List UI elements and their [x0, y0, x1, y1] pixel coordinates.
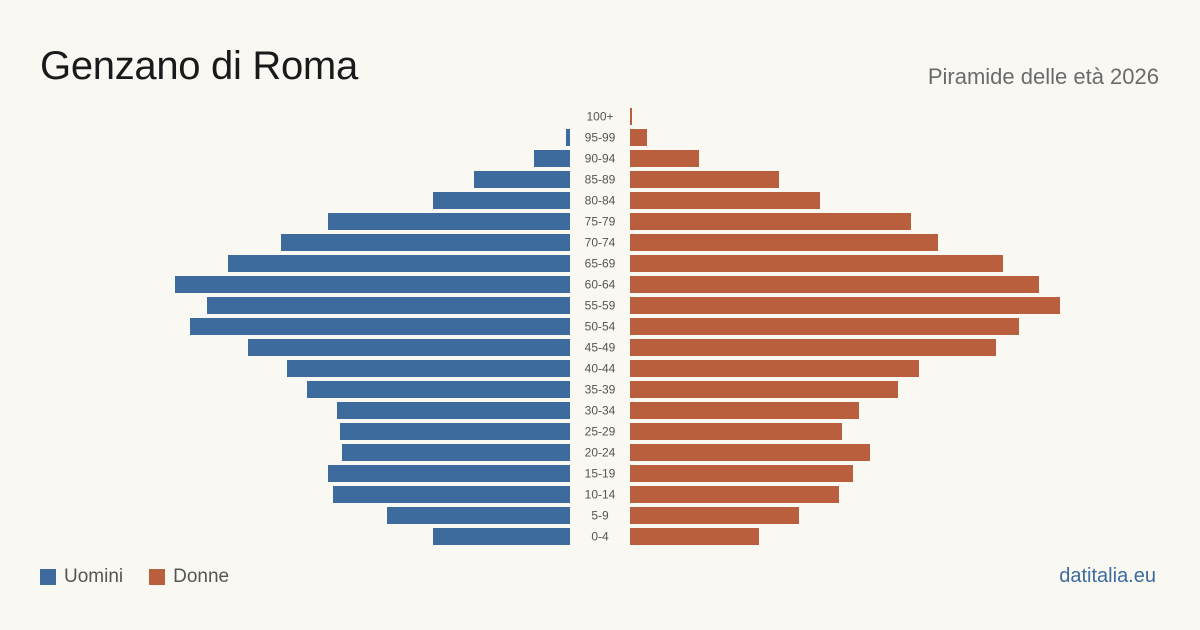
bar-men-80-84	[433, 192, 570, 209]
bar-women-25-29	[630, 423, 842, 440]
bar-women-80-84	[630, 192, 820, 209]
age-label-20-24: 20-24	[585, 446, 616, 460]
bar-women-0-4	[630, 528, 759, 545]
age-label-30-34: 30-34	[585, 404, 616, 418]
women-bars-group	[630, 108, 1060, 545]
legend-item-women: Donne	[149, 566, 229, 588]
bar-men-65-69	[228, 255, 570, 272]
bar-men-45-49	[248, 339, 570, 356]
bar-women-90-94	[630, 150, 699, 167]
bar-women-65-69	[630, 255, 1003, 272]
legend-swatch-women	[149, 569, 166, 585]
bar-men-15-19	[328, 465, 570, 482]
bar-women-95-99	[630, 129, 647, 146]
age-label-95-99: 95-99	[585, 131, 616, 145]
bar-women-35-39	[630, 381, 898, 398]
legend-item-men: Uomini	[40, 566, 123, 588]
age-label-25-29: 25-29	[585, 425, 616, 439]
age-label-15-19: 15-19	[585, 467, 616, 481]
bar-men-95-99	[566, 129, 570, 146]
bar-women-75-79	[630, 213, 911, 230]
bar-women-15-19	[630, 465, 853, 482]
bar-men-35-39	[307, 381, 570, 398]
bar-men-30-34	[337, 402, 570, 419]
bar-men-50-54	[190, 318, 570, 335]
bar-men-90-94	[534, 150, 570, 167]
age-label-80-84: 80-84	[585, 194, 616, 208]
age-label-65-69: 65-69	[585, 257, 616, 271]
bar-women-20-24	[630, 444, 870, 461]
age-labels-group: 100+ 95-99 90-94 85-89 80-84 75-79 70-74 65-69 6…	[585, 110, 616, 544]
bar-men-10-14	[333, 486, 570, 503]
age-label-45-49: 45-49	[585, 341, 616, 355]
bar-women-100plus	[630, 108, 632, 125]
legend: Uomini Donne	[40, 566, 255, 588]
bar-men-0-4	[433, 528, 570, 545]
age-label-90-94: 90-94	[585, 152, 616, 166]
bar-women-45-49	[630, 339, 996, 356]
men-bars-group	[175, 129, 570, 545]
age-label-40-44: 40-44	[585, 362, 616, 376]
brand-link[interactable]: datitalia.eu	[1059, 565, 1156, 587]
age-label-60-64: 60-64	[585, 278, 616, 292]
bar-men-40-44	[287, 360, 570, 377]
age-label-100plus: 100+	[586, 110, 613, 124]
age-label-5-9: 5-9	[591, 509, 609, 523]
age-label-55-59: 55-59	[585, 299, 616, 313]
age-label-0-4: 0-4	[591, 530, 609, 544]
legend-swatch-men	[40, 569, 56, 585]
bar-women-70-74	[630, 234, 938, 251]
bar-women-85-89	[630, 171, 779, 188]
bar-men-25-29	[340, 423, 570, 440]
age-label-35-39: 35-39	[585, 383, 616, 397]
age-label-50-54: 50-54	[585, 320, 616, 334]
bar-men-75-79	[328, 213, 570, 230]
bar-men-85-89	[474, 171, 570, 188]
bar-men-60-64	[175, 276, 570, 293]
bar-men-5-9	[387, 507, 570, 524]
bar-men-55-59	[207, 297, 570, 314]
bar-men-20-24	[342, 444, 570, 461]
legend-label-men: Uomini	[64, 566, 124, 587]
bar-women-50-54	[630, 318, 1019, 335]
chart-subtitle: Piramide delle età 2026	[927, 64, 1159, 89]
bar-women-60-64	[630, 276, 1039, 293]
chart-title: Genzano di Roma	[40, 44, 358, 88]
legend-label-women: Donne	[173, 566, 230, 587]
bar-women-5-9	[630, 507, 799, 524]
bar-women-40-44	[630, 360, 919, 377]
age-label-75-79: 75-79	[585, 215, 616, 229]
bar-women-30-34	[630, 402, 859, 419]
bar-women-10-14	[630, 486, 839, 503]
bar-men-70-74	[281, 234, 570, 251]
age-label-85-89: 85-89	[585, 173, 616, 187]
age-label-10-14: 10-14	[585, 488, 616, 502]
age-label-70-74: 70-74	[585, 236, 616, 250]
bar-women-55-59	[630, 297, 1060, 314]
